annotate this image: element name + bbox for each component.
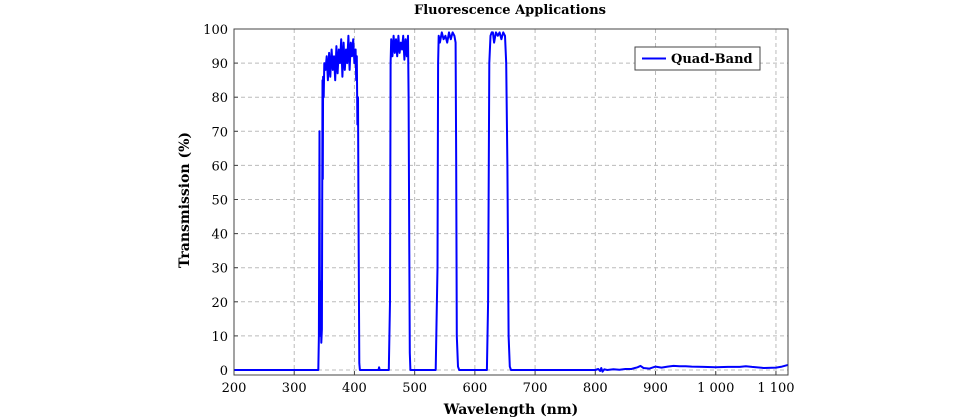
x-tick-label: 500 (402, 381, 427, 396)
x-tick-label: 300 (282, 381, 307, 396)
y-tick-label: 60 (211, 159, 228, 174)
x-tick-label: 600 (462, 381, 487, 396)
legend-label: Quad-Band (671, 52, 753, 67)
y-tick-label: 20 (211, 296, 228, 311)
y-tick-label: 90 (211, 57, 228, 72)
y-axis-label: Transmission (%) (177, 132, 193, 268)
x-tick-label: 1 100 (757, 381, 794, 396)
chart-title: Fluorescence Applications (414, 3, 606, 18)
x-tick-label: 1 000 (697, 381, 734, 396)
x-tick-label: 400 (342, 381, 367, 396)
y-tick-label: 70 (211, 125, 228, 140)
plot-frame (233, 28, 789, 376)
y-tick-label: 80 (211, 91, 228, 106)
grid (234, 28, 788, 375)
y-tick-label: 30 (211, 262, 228, 277)
y-axis-ticks: 0 10 20 30 40 50 60 70 80 90 100 (203, 23, 238, 379)
x-tick-label: 900 (643, 381, 668, 396)
y-tick-label: 40 (211, 228, 228, 243)
x-axis-ticks: 200 300 400 500 600 700 800 900 1 000 1 100 (222, 371, 795, 396)
x-tick-label: 700 (523, 381, 548, 396)
y-tick-label: 100 (203, 23, 228, 38)
x-tick-label: 200 (222, 381, 247, 396)
x-axis-label: Wavelength (nm) (443, 402, 579, 418)
series-line-quad-band (234, 31, 789, 373)
y-tick-label: 10 (211, 330, 228, 345)
y-tick-label: 0 (220, 364, 228, 379)
x-tick-label: 800 (583, 381, 608, 396)
legend: Quad-Band (634, 46, 761, 71)
legend-box (634, 46, 761, 71)
y-tick-label: 50 (211, 194, 228, 209)
